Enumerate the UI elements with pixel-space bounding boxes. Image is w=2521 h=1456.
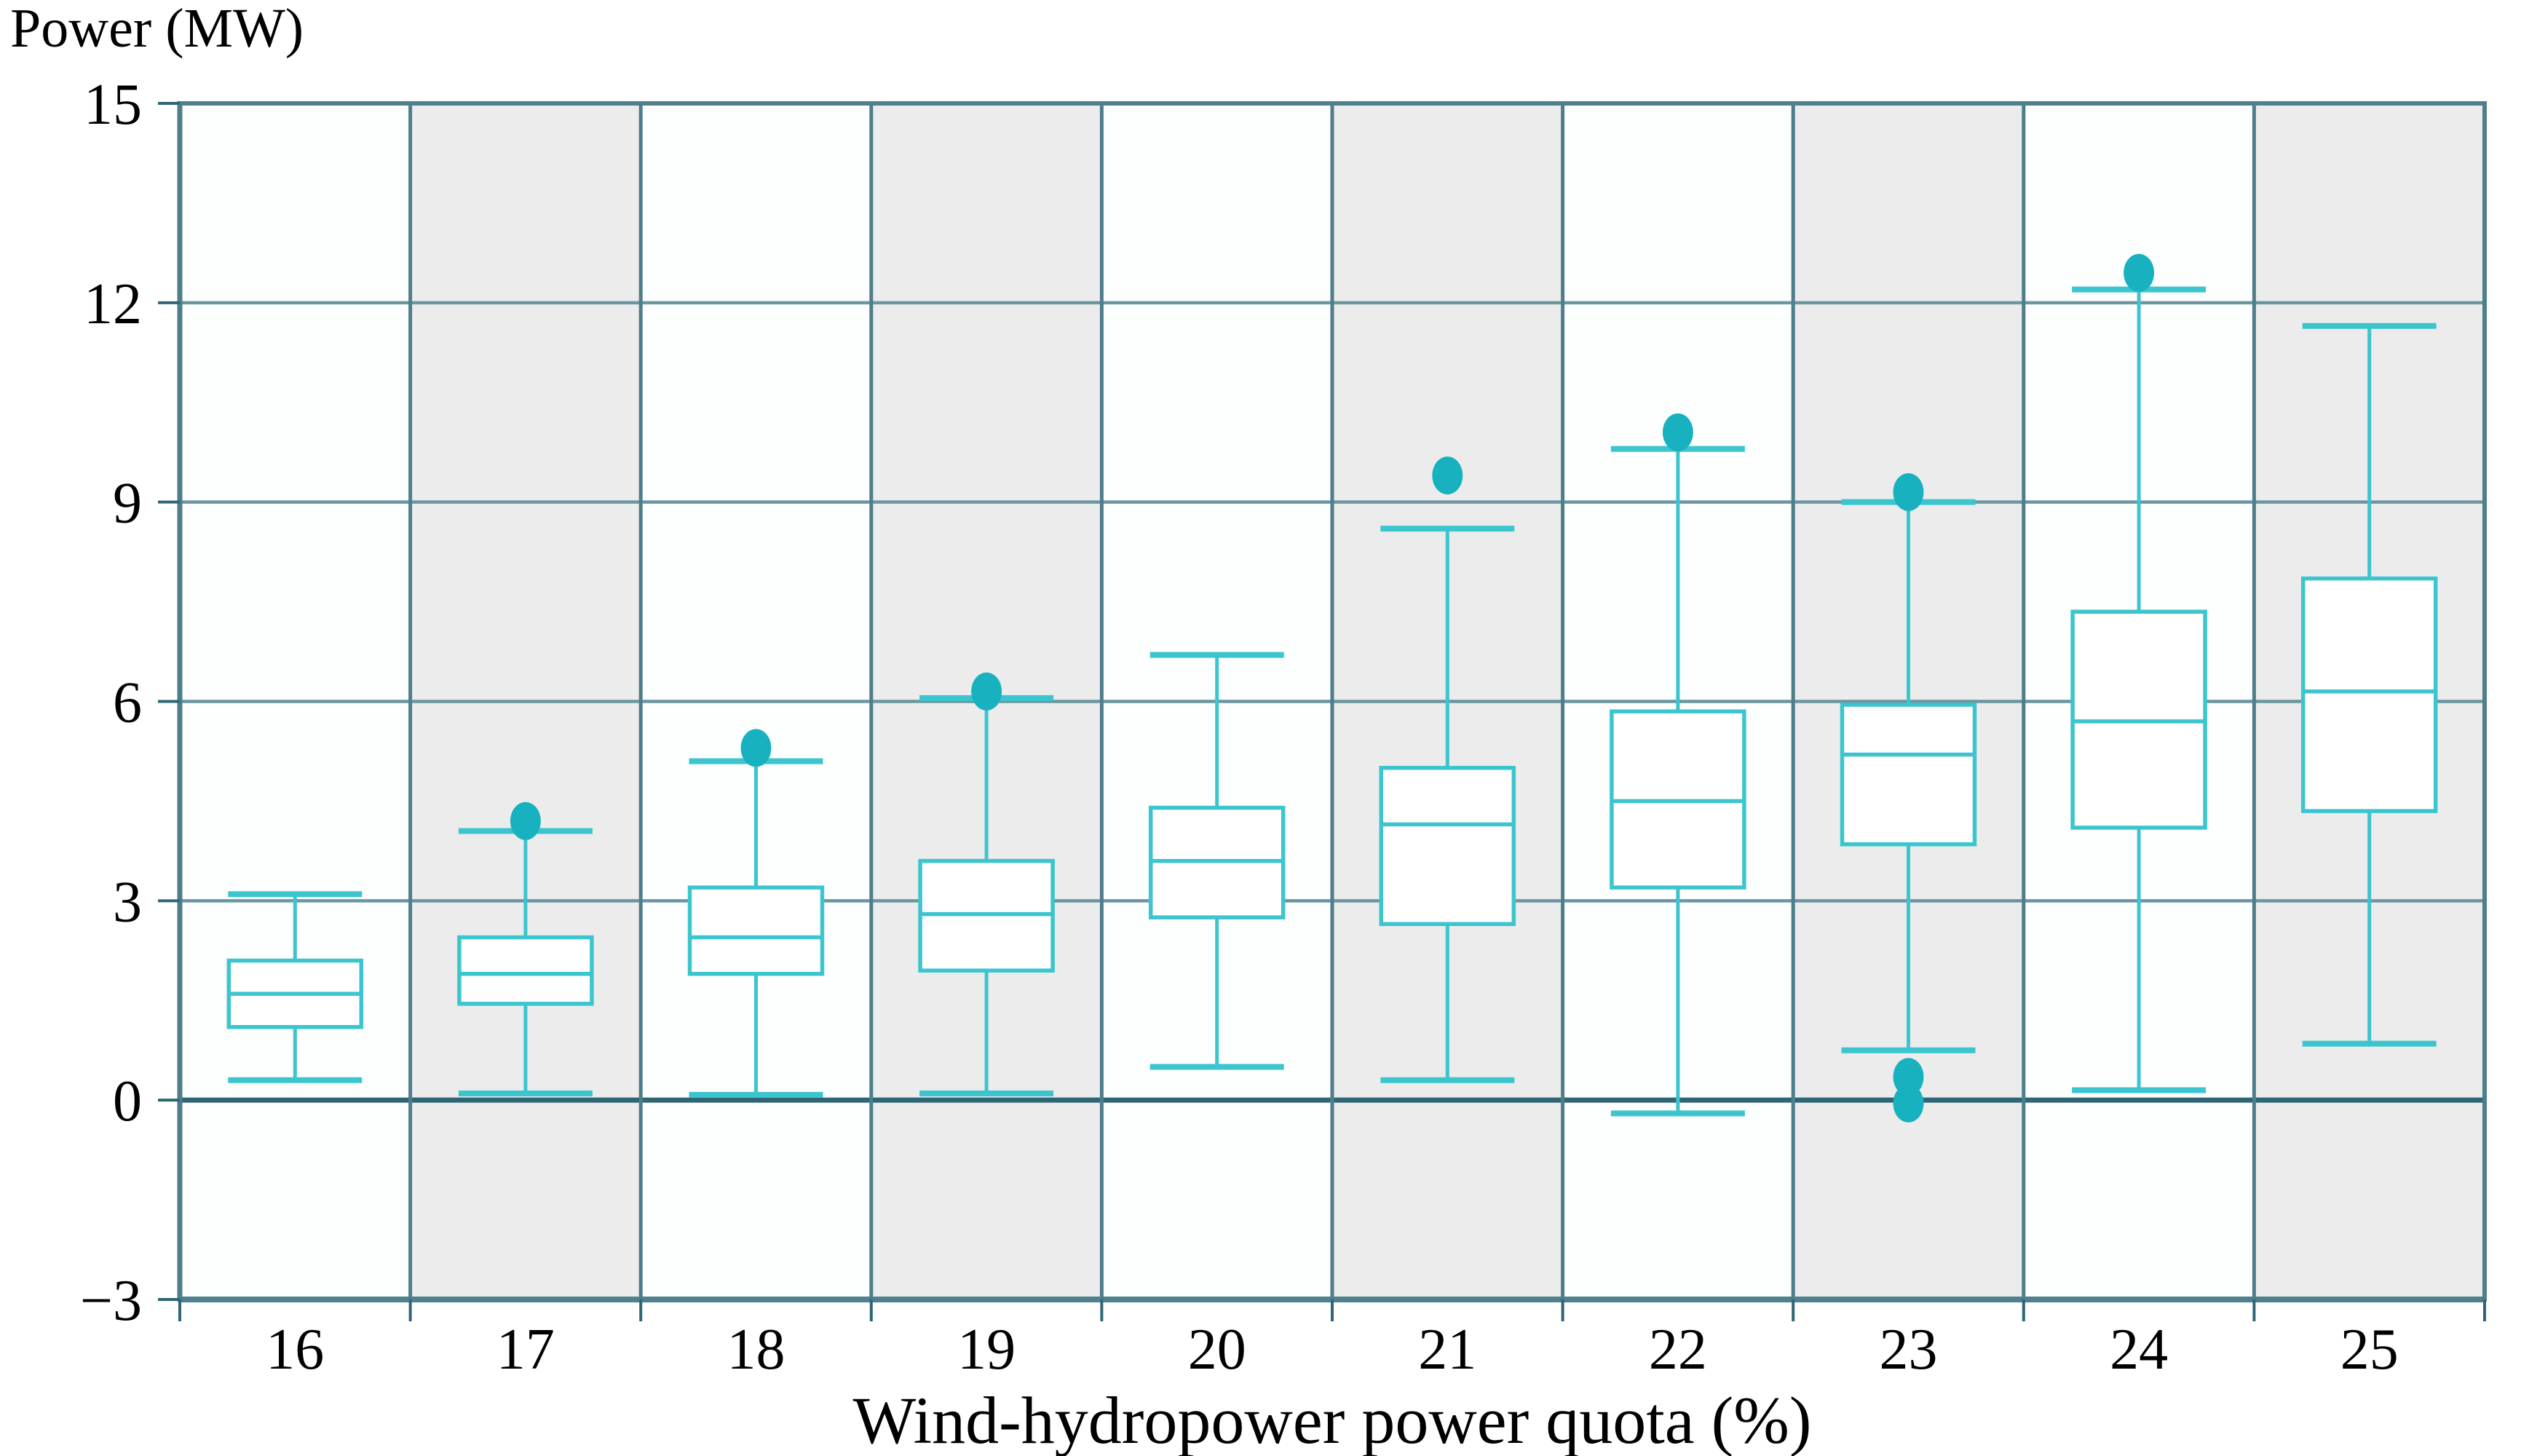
boxplot-20 [1148, 652, 1286, 1070]
y-tick-label: 12 [84, 272, 142, 336]
outlier-dot [510, 802, 541, 840]
y-tick-label: 3 [113, 870, 142, 934]
iqr-box [687, 885, 825, 976]
outlier-dot [1893, 472, 1924, 511]
x-tick-label: 19 [957, 1318, 1016, 1382]
boxplot-18 [687, 729, 825, 1098]
axis-ticks [158, 102, 2486, 1321]
y-tick-label: 6 [113, 671, 142, 735]
tick-labels: 15 12 9 6 3 0 −3 16 17 18 19 20 21 22 23 24 25 [80, 73, 2399, 1382]
boxplot-23 [1840, 472, 1977, 1123]
outlier-dot [1893, 1058, 1924, 1096]
boxplot-19 [918, 672, 1055, 1097]
x-tick-label: 21 [1418, 1318, 1476, 1382]
x-axis-title: Wind-hydropower power quota (%) [852, 1383, 1811, 1456]
iqr-box [2300, 576, 2438, 813]
boxplot-16 [226, 891, 364, 1083]
iqr-box [1379, 766, 1516, 927]
x-tick-label: 17 [496, 1318, 555, 1382]
x-tick-label: 24 [2110, 1318, 2168, 1382]
x-tick-label: 23 [1880, 1318, 1938, 1382]
iqr-box [457, 935, 594, 1006]
outlier-dot [971, 672, 1002, 711]
outlier-dot [1893, 1084, 1924, 1123]
x-tick-label: 16 [266, 1318, 324, 1382]
y-tick-label: 9 [113, 472, 142, 536]
y-tick-label: 0 [113, 1069, 142, 1133]
x-tick-label: 25 [2340, 1318, 2399, 1382]
x-tick-label: 18 [727, 1318, 785, 1382]
iqr-box [1840, 703, 1977, 847]
y-tick-label: −3 [80, 1269, 142, 1333]
boxplot-22 [1610, 413, 1746, 1117]
x-tick-label: 20 [1188, 1318, 1246, 1382]
outlier-dot [1432, 456, 1463, 495]
outlier-dot [740, 729, 772, 767]
outlier-dot [2124, 253, 2155, 292]
boxplot-24 [2070, 253, 2207, 1093]
boxplots [226, 253, 2438, 1123]
boxplot-25 [2300, 323, 2438, 1047]
boxplot-21 [1379, 456, 1516, 1083]
outlier-dot [1662, 413, 1693, 451]
x-tick-label: 22 [1649, 1318, 1707, 1382]
boxplot-17 [457, 802, 594, 1097]
y-tick-label: 15 [84, 73, 142, 137]
y-axis-title: Power (MW) [10, 0, 304, 59]
